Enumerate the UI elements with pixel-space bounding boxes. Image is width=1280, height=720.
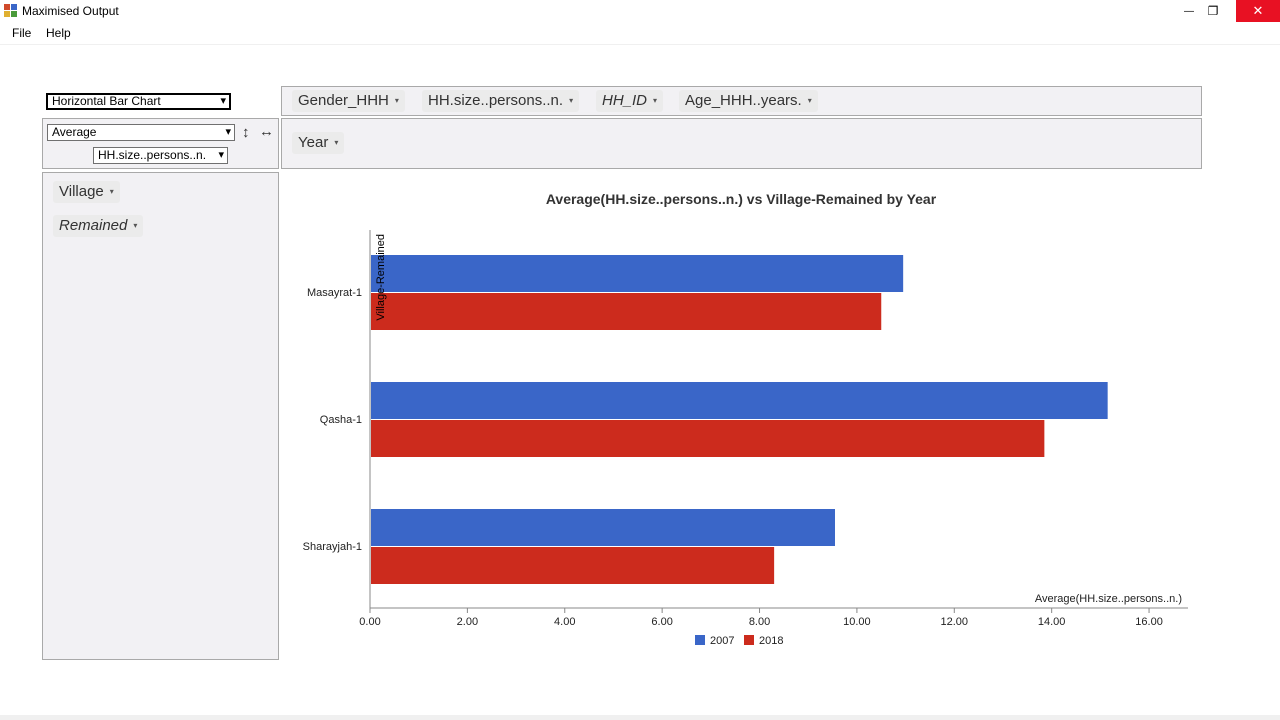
status-strip bbox=[0, 715, 1280, 720]
close-icon: ✕ bbox=[1252, 3, 1264, 18]
row-fields-panel: Village ▾ Remained ▾ bbox=[42, 172, 279, 660]
dropdown-arrow-icon: ▾ bbox=[133, 221, 138, 230]
category-label: Sharayjah-1 bbox=[303, 541, 362, 553]
x-tick-label: 8.00 bbox=[749, 616, 770, 628]
x-tick-label: 16.00 bbox=[1135, 616, 1163, 628]
menu-file[interactable]: File bbox=[12, 26, 32, 40]
x-tick-label: 10.00 bbox=[843, 616, 871, 628]
category-label: Masayrat-1 bbox=[307, 287, 362, 299]
bar-masayrat-1-2007[interactable] bbox=[371, 255, 904, 292]
unused-fields-panel: Gender_HHH ▾ HH.size..persons..n. ▾ HH_ID ▾… bbox=[281, 86, 1202, 116]
value-field-value: HH.size..persons..n. bbox=[98, 148, 207, 162]
chart-title: Average(HH.size..persons..n.) vs Village… bbox=[546, 191, 937, 207]
bar-sharayjah-1-2018[interactable] bbox=[371, 547, 775, 584]
aggregation-value: Average bbox=[52, 125, 97, 139]
field-label: Gender_HHH bbox=[298, 92, 389, 109]
legend: 2007 2018 bbox=[695, 635, 783, 647]
restore-icon: ❐ bbox=[1207, 4, 1219, 18]
chevron-down-icon: ▾ bbox=[218, 149, 224, 161]
field-pill-hh-size[interactable]: HH.size..persons..n. ▾ bbox=[422, 90, 580, 112]
field-pill-village[interactable]: Village ▾ bbox=[53, 181, 120, 203]
aggregator-panel: Average ▾ ↕ ↔ HH.size..persons..n. ▾ bbox=[42, 118, 279, 169]
legend-label-2007: 2007 bbox=[710, 635, 734, 647]
field-label: HH.size..persons..n. bbox=[428, 92, 564, 109]
x-tick-label: 0.00 bbox=[359, 616, 380, 628]
field-pill-gender-hhh[interactable]: Gender_HHH ▾ bbox=[292, 90, 405, 112]
menu-help[interactable]: Help bbox=[46, 26, 71, 40]
dropdown-arrow-icon: ▾ bbox=[569, 96, 574, 105]
category-label: Qasha-1 bbox=[320, 414, 362, 426]
bar-chart: Average(HH.size..persons..n.) vs Village… bbox=[303, 191, 1188, 647]
field-pill-remained[interactable]: Remained ▾ bbox=[53, 215, 144, 237]
x-tick-label: 6.00 bbox=[651, 616, 672, 628]
swap-vertical-icon[interactable]: ↕ bbox=[242, 124, 250, 141]
x-tick-label: 14.00 bbox=[1038, 616, 1066, 628]
dropdown-arrow-icon: ▾ bbox=[109, 187, 114, 196]
field-label: Village bbox=[59, 183, 104, 200]
column-fields-panel: Year ▾ bbox=[281, 118, 1202, 169]
dropdown-arrow-icon: ▾ bbox=[653, 96, 658, 105]
legend-swatch-2018 bbox=[744, 635, 754, 645]
x-tick-label: 4.00 bbox=[554, 616, 575, 628]
legend-swatch-2007 bbox=[695, 635, 705, 645]
dropdown-arrow-icon: ▾ bbox=[394, 96, 399, 105]
menu-bar: File Help bbox=[0, 22, 1280, 45]
x-tick-label: 12.00 bbox=[941, 616, 969, 628]
chart-type-value: Horizontal Bar Chart bbox=[52, 94, 161, 108]
minimize-button[interactable]: — bbox=[1166, 0, 1212, 22]
legend-label-2018: 2018 bbox=[759, 635, 783, 647]
bar-sharayjah-1-2007[interactable] bbox=[371, 509, 835, 546]
chart-type-select[interactable]: Horizontal Bar Chart ▾ bbox=[46, 93, 231, 110]
field-pill-year[interactable]: Year ▾ bbox=[292, 132, 345, 154]
y-axis-label: Village-Remained bbox=[375, 234, 387, 321]
window-title: Maximised Output bbox=[22, 4, 119, 18]
field-label: HH_ID bbox=[602, 92, 648, 109]
title-bar: Maximised Output — ❐ ✕ bbox=[0, 0, 1280, 22]
dropdown-arrow-icon: ▾ bbox=[334, 138, 339, 147]
field-pill-hh-id[interactable]: HH_ID ▾ bbox=[596, 90, 664, 112]
app-icon bbox=[4, 4, 17, 17]
chevron-down-icon: ▾ bbox=[220, 95, 226, 107]
field-label: Year bbox=[298, 134, 329, 151]
chevron-down-icon: ▾ bbox=[225, 126, 231, 138]
minimize-icon: — bbox=[1184, 5, 1194, 17]
value-field-select[interactable]: HH.size..persons..n. ▾ bbox=[93, 147, 228, 164]
close-button[interactable]: ✕ bbox=[1236, 0, 1280, 22]
bar-qasha-1-2018[interactable] bbox=[371, 420, 1045, 457]
x-tick-label: 2.00 bbox=[457, 616, 478, 628]
x-axis-label: Average(HH.size..persons..n.) bbox=[1035, 593, 1182, 605]
field-label: Remained bbox=[59, 217, 128, 234]
field-label: Age_HHH..years. bbox=[685, 92, 802, 109]
bar-masayrat-1-2018[interactable] bbox=[371, 293, 882, 330]
restore-button[interactable]: ❐ bbox=[1190, 0, 1236, 22]
bar-qasha-1-2007[interactable] bbox=[371, 382, 1108, 419]
dropdown-arrow-icon: ▾ bbox=[807, 96, 812, 105]
field-pill-age-hhh[interactable]: Age_HHH..years. ▾ bbox=[679, 90, 818, 112]
swap-horizontal-icon[interactable]: ↔ bbox=[259, 123, 274, 140]
aggregation-select[interactable]: Average ▾ bbox=[47, 124, 235, 141]
